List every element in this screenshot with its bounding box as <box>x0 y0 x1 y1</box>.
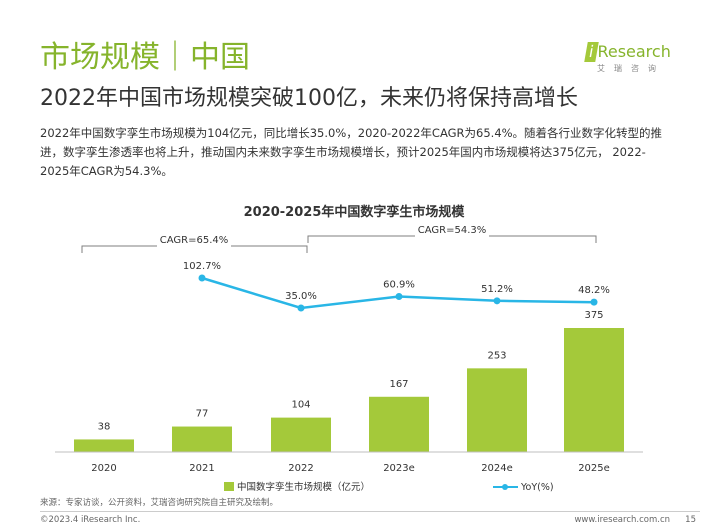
cagr-label-bg-2 <box>415 222 489 237</box>
website-url: www.iresearch.com.cn <box>574 515 670 525</box>
bar-2021 <box>172 426 232 452</box>
cagr-bracket-1 <box>81 245 308 253</box>
chart-title: 2020-2025年中国数字孪生市场规模 <box>244 204 466 220</box>
bar-2022 <box>271 417 331 452</box>
yoy-label-2023e: 60.9% <box>383 280 415 291</box>
bar-label-2020: 38 <box>98 421 111 432</box>
yoy-label-2022: 35.0% <box>285 291 317 302</box>
iresearch-logo: i Research 艾瑞咨询 <box>584 40 682 80</box>
cagr-label-bg-1 <box>157 232 231 247</box>
yoy-point-2021 <box>198 274 206 282</box>
footer-divider <box>40 511 700 512</box>
copyright: ©2023.4 iResearch Inc. <box>40 515 141 525</box>
cagr-label-2: CAGR=54.3% <box>418 225 487 236</box>
logo-wordmark: Research <box>597 42 671 61</box>
bar-label-2024e: 253 <box>487 350 506 361</box>
yoy-label-2021: 102.7% <box>183 261 221 272</box>
x-axis: 2020 2021 2022 2023e 2024e 2025e <box>55 451 643 474</box>
bar-label-2021: 77 <box>196 409 209 420</box>
bar-2023e <box>369 396 429 452</box>
cagr-label-1: CAGR=65.4% <box>160 235 229 246</box>
cagr-annotations: CAGR=65.4% CAGR=54.3% <box>81 222 597 253</box>
x-tick-label-2025e: 2025e <box>578 463 610 474</box>
logo-subtitle: 艾瑞咨询 <box>597 64 665 73</box>
bar-label-2022: 104 <box>291 400 310 411</box>
yoy-line-series: 102.7% 35.0% 60.9% 51.2% 48.2% <box>183 261 610 312</box>
bar-label-2023e: 167 <box>389 379 408 390</box>
summary-text: 2022年中国数字孪生市场规模为104亿元，同比增长35.0%，2020-202… <box>40 126 663 178</box>
yoy-point-2022 <box>297 304 305 312</box>
x-tick-label-2021: 2021 <box>189 463 214 474</box>
yoy-label-2024e: 51.2% <box>481 284 513 295</box>
yoy-point-2025e <box>590 298 598 306</box>
x-tick-label-2022: 2022 <box>288 463 313 474</box>
bar-2024e <box>467 368 527 452</box>
legend-bar-label: 中国数字孪生市场规模（亿元） <box>237 481 370 493</box>
bar-label-2025e: 375 <box>584 310 603 321</box>
yoy-label-2025e: 48.2% <box>578 285 610 296</box>
page-number: 15 <box>685 515 696 525</box>
legend-line-marker <box>502 484 508 490</box>
bar-series: 38 77 104 167 253 375 <box>74 310 624 452</box>
legend-line-label: YoY(%) <box>520 482 554 493</box>
chart-legend: 中国数字孪生市场规模（亿元） YoY(%) <box>224 481 554 493</box>
bar-2020 <box>74 439 134 452</box>
headline: 2022年中国市场规模突破100亿，未来仍将保持高增长 <box>40 86 578 111</box>
yoy-point-2023e <box>395 293 403 301</box>
legend-bar-swatch <box>224 482 234 491</box>
section-title: 市场规模｜中国 <box>40 40 250 75</box>
x-tick-label-2024e: 2024e <box>481 463 513 474</box>
x-tick-label-2023e: 2023e <box>383 463 415 474</box>
bar-2025e <box>564 328 624 452</box>
yoy-point-2024e <box>493 297 501 305</box>
cagr-bracket-2 <box>307 235 597 243</box>
source-note: 来源：专家访谈，公开资料，艾瑞咨询研究院自主研究及绘制。 <box>40 498 279 508</box>
x-tick-label-2020: 2020 <box>91 463 116 474</box>
